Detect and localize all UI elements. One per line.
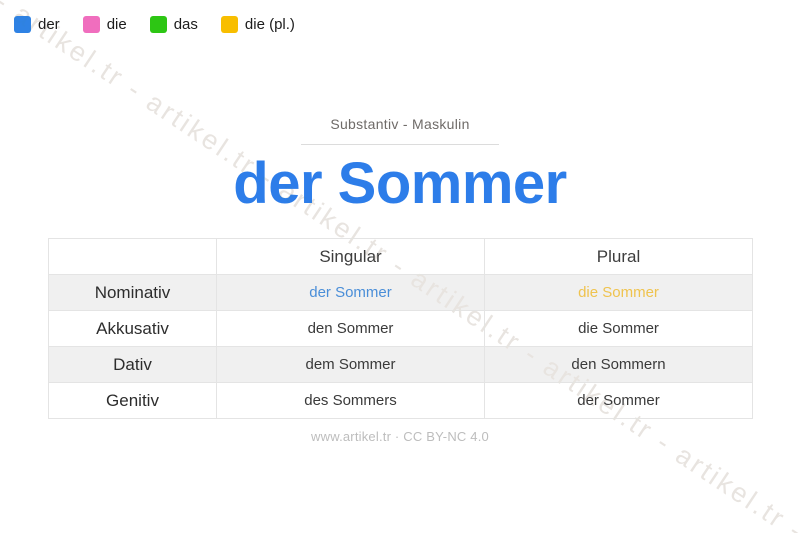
case-label-dativ: Dativ bbox=[48, 346, 217, 383]
table-row-akkusativ: Akkusativ den Sommer die Sommer bbox=[48, 310, 753, 347]
table-row-nominativ: Nominativ der Sommer die Sommer bbox=[48, 274, 753, 311]
die-color-swatch bbox=[82, 16, 100, 33]
genitiv-plural-value: der Sommer bbox=[484, 382, 753, 419]
article-legend: der die das die (pl.) bbox=[14, 16, 295, 33]
word-type-label: Substantiv - Maskulin bbox=[301, 116, 499, 145]
legend-label-die-plural: die (pl.) bbox=[244, 16, 295, 33]
table-header-row: Singular Plural bbox=[48, 238, 753, 275]
nominativ-singular-value: der Sommer bbox=[216, 274, 485, 311]
der-color-swatch bbox=[14, 16, 31, 33]
legend-label-der: der bbox=[38, 16, 60, 33]
legend-item-die-plural: die (pl.) bbox=[220, 16, 295, 33]
page-title: der Sommer bbox=[233, 151, 567, 216]
die-plural-color-swatch bbox=[220, 16, 238, 33]
legend-item-die: die bbox=[82, 16, 127, 33]
table-row-dativ: Dativ dem Sommer den Sommern bbox=[48, 346, 753, 383]
word-type-header: Substantiv - Maskulin bbox=[0, 116, 800, 145]
legend-item-der: der bbox=[14, 16, 60, 33]
akkusativ-singular-value: den Sommer bbox=[216, 310, 485, 347]
dativ-singular-value: dem Sommer bbox=[216, 346, 485, 383]
declension-table: Singular Plural Nominativ der Sommer die… bbox=[48, 238, 753, 419]
case-label-genitiv: Genitiv bbox=[48, 382, 217, 419]
case-label-nominativ: Nominativ bbox=[48, 274, 217, 311]
legend-label-die: die bbox=[106, 16, 127, 33]
case-label-akkusativ: Akkusativ bbox=[48, 310, 217, 347]
nominativ-plural-value: die Sommer bbox=[484, 274, 753, 311]
site-credit: www.artikel.tr · CC BY-NC 4.0 bbox=[311, 429, 489, 444]
dativ-plural-value: den Sommern bbox=[484, 346, 753, 383]
akkusativ-plural-value: die Sommer bbox=[484, 310, 753, 347]
genitiv-singular-value: des Sommers bbox=[216, 382, 485, 419]
legend-item-das: das bbox=[149, 16, 198, 33]
column-header-case bbox=[48, 238, 217, 275]
legend-label-das: das bbox=[173, 16, 198, 33]
column-header-plural: Plural bbox=[484, 238, 753, 275]
column-header-singular: Singular bbox=[216, 238, 485, 275]
das-color-swatch bbox=[149, 16, 167, 33]
table-row-genitiv: Genitiv des Sommers der Sommer bbox=[48, 382, 753, 419]
